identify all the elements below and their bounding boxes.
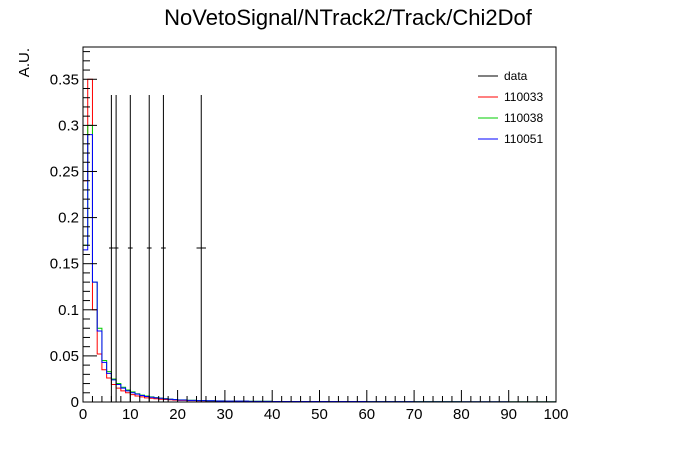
legend-entry: 110038: [478, 111, 543, 125]
plot-frame: [82, 46, 557, 403]
y-tick-label: 0.35: [50, 71, 79, 88]
x-tick-label: 70: [406, 406, 423, 423]
legend-label: 110033: [504, 90, 543, 104]
x-tick-label: 20: [169, 406, 186, 423]
legend-entry: 110033: [478, 90, 543, 104]
x-tick-label: 10: [122, 406, 139, 423]
x-tick-label: 0: [79, 406, 87, 423]
y-axis-label: A.U.: [16, 48, 33, 77]
legend-label: 110038: [504, 111, 543, 125]
chart-title: NoVetoSignal/NTrack2/Track/Chi2Dof: [164, 5, 533, 30]
data-point: [146, 94, 152, 402]
y-tick-label: 0.15: [50, 256, 79, 273]
data-point: [109, 94, 114, 402]
x-axis: 0 10 20 30 40 50 60 70 80 90 100: [79, 390, 569, 423]
x-tick-label: 100: [543, 406, 568, 423]
y-tick-label: 0: [71, 394, 79, 411]
x-tick-label: 50: [311, 406, 328, 423]
data-point: [113, 94, 119, 402]
x-tick-label: 80: [453, 406, 470, 423]
series-layer: [82, 78, 556, 403]
legend-entry: data: [478, 69, 528, 83]
series-110051-line: [82, 134, 556, 403]
y-tick-label: 0.3: [58, 117, 79, 134]
x-tick-label: 90: [500, 406, 517, 423]
x-tick-label: 60: [358, 406, 375, 423]
data-points: [109, 94, 206, 402]
series-110033-line: [82, 78, 556, 403]
y-tick-label: 0.1: [58, 302, 79, 319]
legend-entry: 110051: [478, 132, 543, 146]
y-axis: 0 0.05 0.1 0.15 0.2 0.25 0.3 0.35: [50, 51, 97, 411]
x-tick-label: 40: [264, 406, 281, 423]
legend-label: data: [504, 69, 528, 83]
x-tick-label: 30: [217, 406, 234, 423]
data-point: [127, 94, 133, 402]
y-tick-label: 0.25: [50, 163, 79, 180]
series-110038-line: [82, 124, 556, 403]
data-point: [196, 94, 206, 402]
legend: data 110033 110038 110051: [478, 69, 543, 146]
y-tick-label: 0.2: [58, 210, 79, 227]
legend-label: 110051: [504, 132, 543, 146]
y-tick-label: 0.05: [50, 348, 79, 365]
data-point: [161, 94, 166, 402]
